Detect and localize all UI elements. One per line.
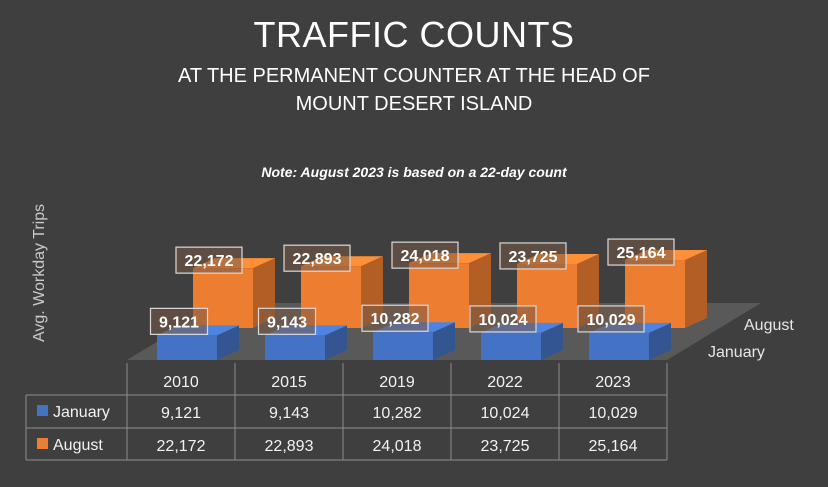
label-august-2022: 23,725: [509, 249, 558, 266]
table-cell-august-2015: 22,893: [265, 438, 314, 455]
label-january-2022-box: [469, 305, 537, 333]
bar-january-2019-side: [433, 322, 455, 360]
bar-january-2019-front: [373, 332, 433, 360]
table-cell-january-2019: 10,282: [373, 405, 422, 422]
legend-label-august: August: [53, 437, 103, 454]
label-january-2010: 9,121: [159, 314, 199, 331]
bar-january-2022-side: [541, 322, 563, 360]
table-header-2023: 2023: [595, 374, 631, 391]
table-cell-august-2023: 25,164: [589, 438, 638, 455]
table-cell-january-2022: 10,024: [481, 405, 530, 422]
label-august-2023: 25,164: [617, 245, 666, 262]
bar-january-2023-front: [589, 332, 649, 360]
legend-label-january: January: [53, 404, 110, 421]
chart-subtitle: AT THE PERMANENT COUNTER AT THE HEAD OF …: [0, 62, 828, 118]
legend-key-august: [37, 438, 48, 449]
data-table: 2010 9,121 22,172 2015 9,143 22,893 2019 10,282…: [25, 363, 668, 461]
bar-august-2023-side: [685, 250, 707, 328]
label-august-2010: 22,172: [185, 253, 234, 270]
label-august-2015-box: [283, 244, 351, 272]
label-january-2015: 9,143: [267, 314, 307, 331]
depth-label-january: January: [708, 344, 765, 361]
bar-january-2010-front: [157, 335, 217, 360]
bar-january-2015-front: [265, 335, 325, 360]
label-august-2019: 24,018: [401, 248, 450, 265]
label-august-2010-box: [175, 246, 243, 274]
bar-january-2010: [157, 325, 239, 360]
table-header-2022: 2022: [487, 374, 523, 391]
bar-january-2015-side: [325, 325, 347, 360]
chart-note: Note: August 2023 is based on a 22-day c…: [261, 164, 567, 180]
table-header-2015: 2015: [271, 374, 307, 391]
bar-january-2022-front: [481, 332, 541, 360]
bar-january-2010-side: [217, 325, 239, 360]
table-header-2019: 2019: [379, 374, 415, 391]
label-january-2019: 10,282: [371, 311, 420, 328]
label-august-2015: 22,893: [293, 251, 342, 268]
table-cell-august-2022: 23,725: [481, 438, 530, 455]
label-january-2015-box: [257, 307, 317, 335]
table-cell-january-2023: 10,029: [589, 405, 638, 422]
bars: 22,172 9,121 22,893 9,143 24,018 10,282 23,725…: [149, 238, 794, 361]
label-january-2023-box: [577, 305, 645, 333]
bar-january-2023-side: [649, 322, 671, 360]
subtitle-line-1: AT THE PERMANENT COUNTER AT THE HEAD OF: [178, 65, 650, 87]
table-header-2010: 2010: [163, 374, 199, 391]
depth-label-august: August: [744, 317, 794, 334]
label-august-2019-box: [391, 241, 459, 269]
legend-key-january: [37, 405, 48, 416]
table-cell-january-2010: 9,121: [161, 405, 201, 422]
label-january-2022: 10,024: [479, 312, 528, 329]
subtitle-line-2: MOUNT DESERT ISLAND: [295, 93, 533, 115]
label-january-2019-box: [361, 304, 429, 332]
label-january-2023: 10,029: [587, 312, 636, 329]
label-august-2023-box: [607, 238, 675, 266]
chart-title: TRAFFIC COUNTS: [253, 14, 575, 55]
table-cell-january-2015: 9,143: [269, 405, 309, 422]
label-august-2022-box: [499, 242, 567, 270]
table-cell-august-2019: 24,018: [373, 438, 422, 455]
label-january-2010-box: [149, 307, 209, 335]
table-cell-august-2010: 22,172: [157, 438, 206, 455]
